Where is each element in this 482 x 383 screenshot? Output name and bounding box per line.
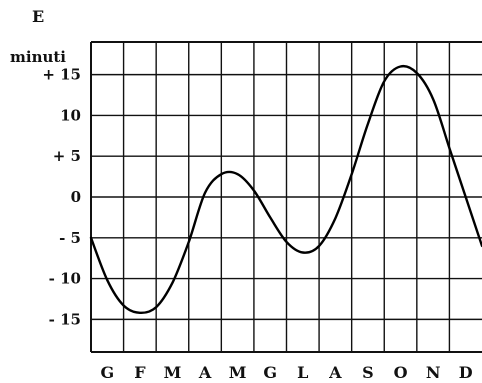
x-tick-label: G — [263, 363, 277, 382]
grid — [90, 41, 482, 353]
y-tick-label: - 10 — [49, 270, 81, 288]
x-tick-label: A — [198, 363, 212, 382]
x-tick-label: O — [394, 363, 408, 382]
series-line — [89, 64, 482, 315]
x-tick-label: M — [164, 363, 182, 382]
x-tick-label: F — [134, 363, 146, 382]
y-tick-labels: + 15 10 + 5 0 - 5 - 10 - 15 — [42, 66, 81, 329]
x-tick-label: A — [328, 363, 342, 382]
x-tick-label: M — [229, 363, 247, 382]
y-tick-label: - 15 — [49, 310, 81, 328]
y-tick-label: + 5 — [53, 147, 81, 165]
x-tick-label: L — [297, 363, 308, 382]
y-axis-label: minuti — [10, 48, 66, 66]
y-tick-label: 10 — [60, 106, 81, 124]
x-tick-label: N — [426, 363, 441, 382]
y-tick-label: + 15 — [42, 66, 81, 84]
x-tick-label: S — [362, 363, 374, 382]
y-tick-label: - 5 — [59, 229, 81, 247]
y-tick-label: 0 — [71, 188, 81, 206]
chart-title: E — [32, 7, 44, 26]
x-tick-label: G — [100, 363, 114, 382]
x-tick-label: D — [459, 363, 473, 382]
